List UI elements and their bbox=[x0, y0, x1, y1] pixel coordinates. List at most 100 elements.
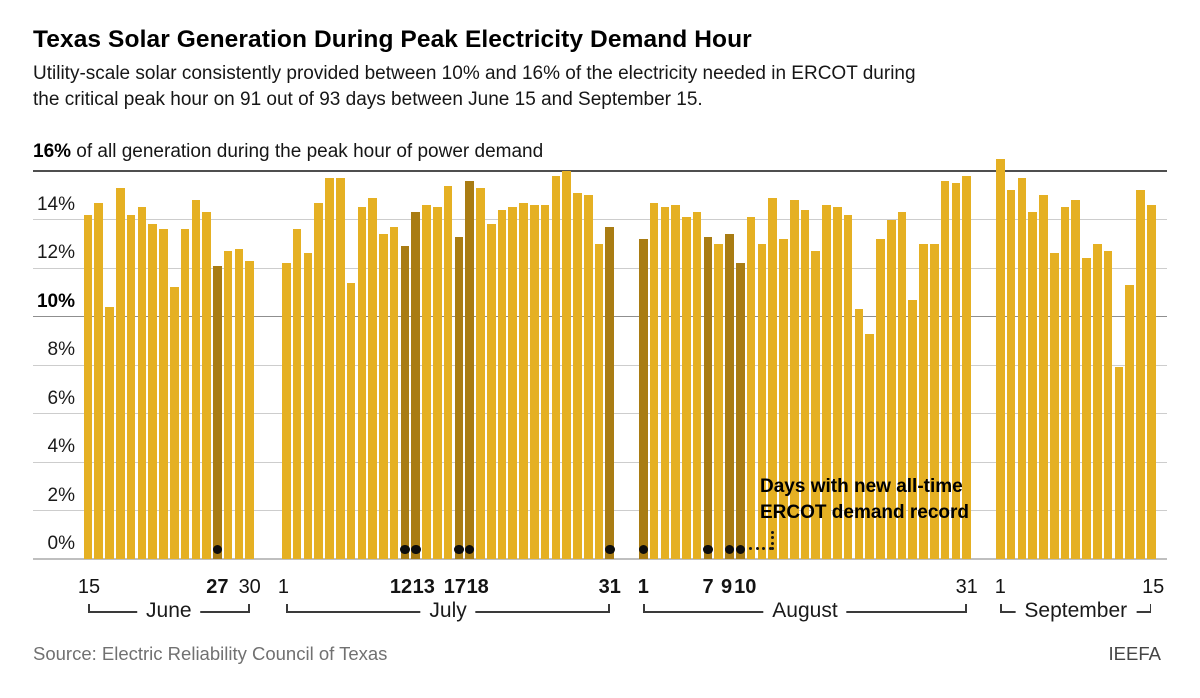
bar-august-31 bbox=[962, 175, 971, 559]
bar-june-26 bbox=[202, 212, 211, 559]
bar-june-16 bbox=[94, 202, 104, 559]
day-label-august-7: 7 bbox=[702, 576, 714, 598]
bar-august-11 bbox=[746, 217, 756, 559]
bar-june-21 bbox=[148, 224, 157, 559]
record-dot-july-31 bbox=[605, 544, 615, 554]
bar-august-10 bbox=[736, 263, 745, 559]
subtitle-line-1: Utility-scale solar consistently provide… bbox=[33, 63, 916, 84]
annotation-leader-dot-h1 bbox=[755, 547, 759, 551]
annotation-leader-dot-v3 bbox=[770, 547, 774, 551]
month-label-september: September bbox=[1015, 599, 1137, 623]
bar-august-15 bbox=[789, 200, 799, 559]
bar-june-23 bbox=[169, 287, 179, 559]
record-dot-august-1 bbox=[638, 544, 648, 554]
y-axis-label-0pct: 0% bbox=[47, 533, 75, 554]
month-bracket-tick-left-july bbox=[286, 604, 288, 612]
bar-september-6 bbox=[1049, 253, 1059, 559]
subtitle-line-2: the critical peak hour on 91 out of 93 d… bbox=[33, 89, 703, 110]
day-label-july-12: 12 bbox=[389, 576, 413, 598]
record-dot-august-7 bbox=[703, 544, 713, 554]
y-axis-label-2pct: 2% bbox=[47, 484, 75, 506]
bar-august-1 bbox=[638, 238, 648, 559]
bar-september-1 bbox=[995, 158, 1005, 559]
day-label-july-1: 1 bbox=[277, 576, 289, 598]
bar-july-2 bbox=[292, 229, 302, 559]
bar-august-7 bbox=[703, 236, 713, 559]
bar-july-27 bbox=[562, 171, 571, 559]
bar-july-29 bbox=[583, 195, 593, 560]
bar-august-26 bbox=[908, 299, 918, 559]
bar-august-22 bbox=[865, 333, 874, 559]
annotation-leader-dot-h0 bbox=[749, 547, 753, 551]
day-label-july-17: 17 bbox=[443, 576, 467, 598]
bar-july-25 bbox=[540, 204, 550, 559]
bar-june-28 bbox=[223, 251, 233, 559]
bar-july-28 bbox=[573, 192, 582, 559]
bar-july-16 bbox=[443, 185, 453, 559]
bar-july-11 bbox=[389, 226, 399, 559]
bar-september-10 bbox=[1093, 243, 1102, 560]
month-bracket-tick-left-august bbox=[643, 604, 645, 612]
day-label-july-18: 18 bbox=[466, 576, 489, 598]
gridline-14pct bbox=[33, 219, 1167, 220]
bar-august-27 bbox=[919, 243, 928, 560]
bar-june-20 bbox=[137, 207, 147, 559]
bar-july-31 bbox=[605, 226, 615, 559]
annotation-leader-dot-h3 bbox=[768, 547, 772, 551]
record-dot-july-12 bbox=[400, 544, 410, 554]
month-bracket-tick-right-august bbox=[965, 604, 967, 612]
record-annotation: Days with new all-time ERCOT demand reco… bbox=[760, 474, 969, 525]
day-label-september-1: 1 bbox=[994, 576, 1006, 598]
bar-august-3 bbox=[660, 207, 670, 559]
bar-june-17 bbox=[105, 306, 114, 559]
bar-august-8 bbox=[714, 243, 724, 560]
bar-july-3 bbox=[303, 253, 313, 559]
record-annotation-line-2: ERCOT demand record bbox=[760, 501, 970, 523]
record-dot-july-18 bbox=[464, 544, 475, 554]
y-axis-headline-text: of all generation during the peak hour o… bbox=[71, 141, 544, 162]
record-dot-july-13 bbox=[411, 544, 421, 554]
bar-august-20 bbox=[843, 214, 853, 559]
bar-august-23 bbox=[876, 238, 885, 559]
bar-june-24 bbox=[180, 229, 190, 559]
y-axis-label-8pct: 8% bbox=[47, 339, 75, 360]
gridline-16pct bbox=[33, 169, 1167, 173]
month-label-june: June bbox=[137, 599, 201, 623]
bar-july-22 bbox=[508, 207, 518, 559]
bar-july-7 bbox=[346, 282, 356, 559]
source-credit: Source: Electric Reliability Council of … bbox=[33, 643, 388, 664]
bar-july-8 bbox=[357, 207, 367, 559]
bar-august-25 bbox=[897, 212, 907, 559]
bar-august-2 bbox=[649, 202, 659, 559]
day-label-september-15: 15 bbox=[1142, 576, 1165, 598]
bar-august-12 bbox=[757, 243, 767, 560]
bar-july-4 bbox=[314, 202, 324, 559]
bar-june-29 bbox=[234, 248, 244, 559]
bar-june-22 bbox=[159, 229, 168, 559]
bar-july-5 bbox=[325, 178, 334, 559]
day-label-july-31: 31 bbox=[598, 576, 621, 598]
day-label-august-9: 9 bbox=[720, 576, 733, 598]
bar-june-19 bbox=[126, 214, 136, 559]
bar-june-30 bbox=[245, 260, 254, 559]
bar-june-25 bbox=[191, 200, 201, 559]
bar-august-30 bbox=[951, 183, 961, 559]
bar-august-9 bbox=[725, 234, 734, 559]
annotation-leader-dot-v1 bbox=[770, 536, 774, 540]
month-label-july: July bbox=[420, 599, 476, 623]
month-bracket-tick-right-july bbox=[608, 604, 610, 612]
bar-july-20 bbox=[486, 224, 496, 559]
bar-august-24 bbox=[886, 219, 896, 559]
record-dot-june-27 bbox=[212, 544, 223, 554]
bar-august-18 bbox=[822, 204, 831, 559]
y-axis-headline-value: 16% bbox=[33, 141, 72, 162]
bar-august-17 bbox=[811, 251, 821, 559]
month-bracket-tick-left-september bbox=[1000, 604, 1002, 612]
month-bracket-tick-right-september bbox=[1149, 604, 1152, 612]
bar-august-5 bbox=[682, 217, 691, 559]
bar-september-4 bbox=[1028, 212, 1037, 559]
brand-logo-text: IEEFA bbox=[1108, 643, 1161, 664]
day-label-june-27: 27 bbox=[206, 576, 229, 598]
bar-september-7 bbox=[1060, 207, 1070, 559]
